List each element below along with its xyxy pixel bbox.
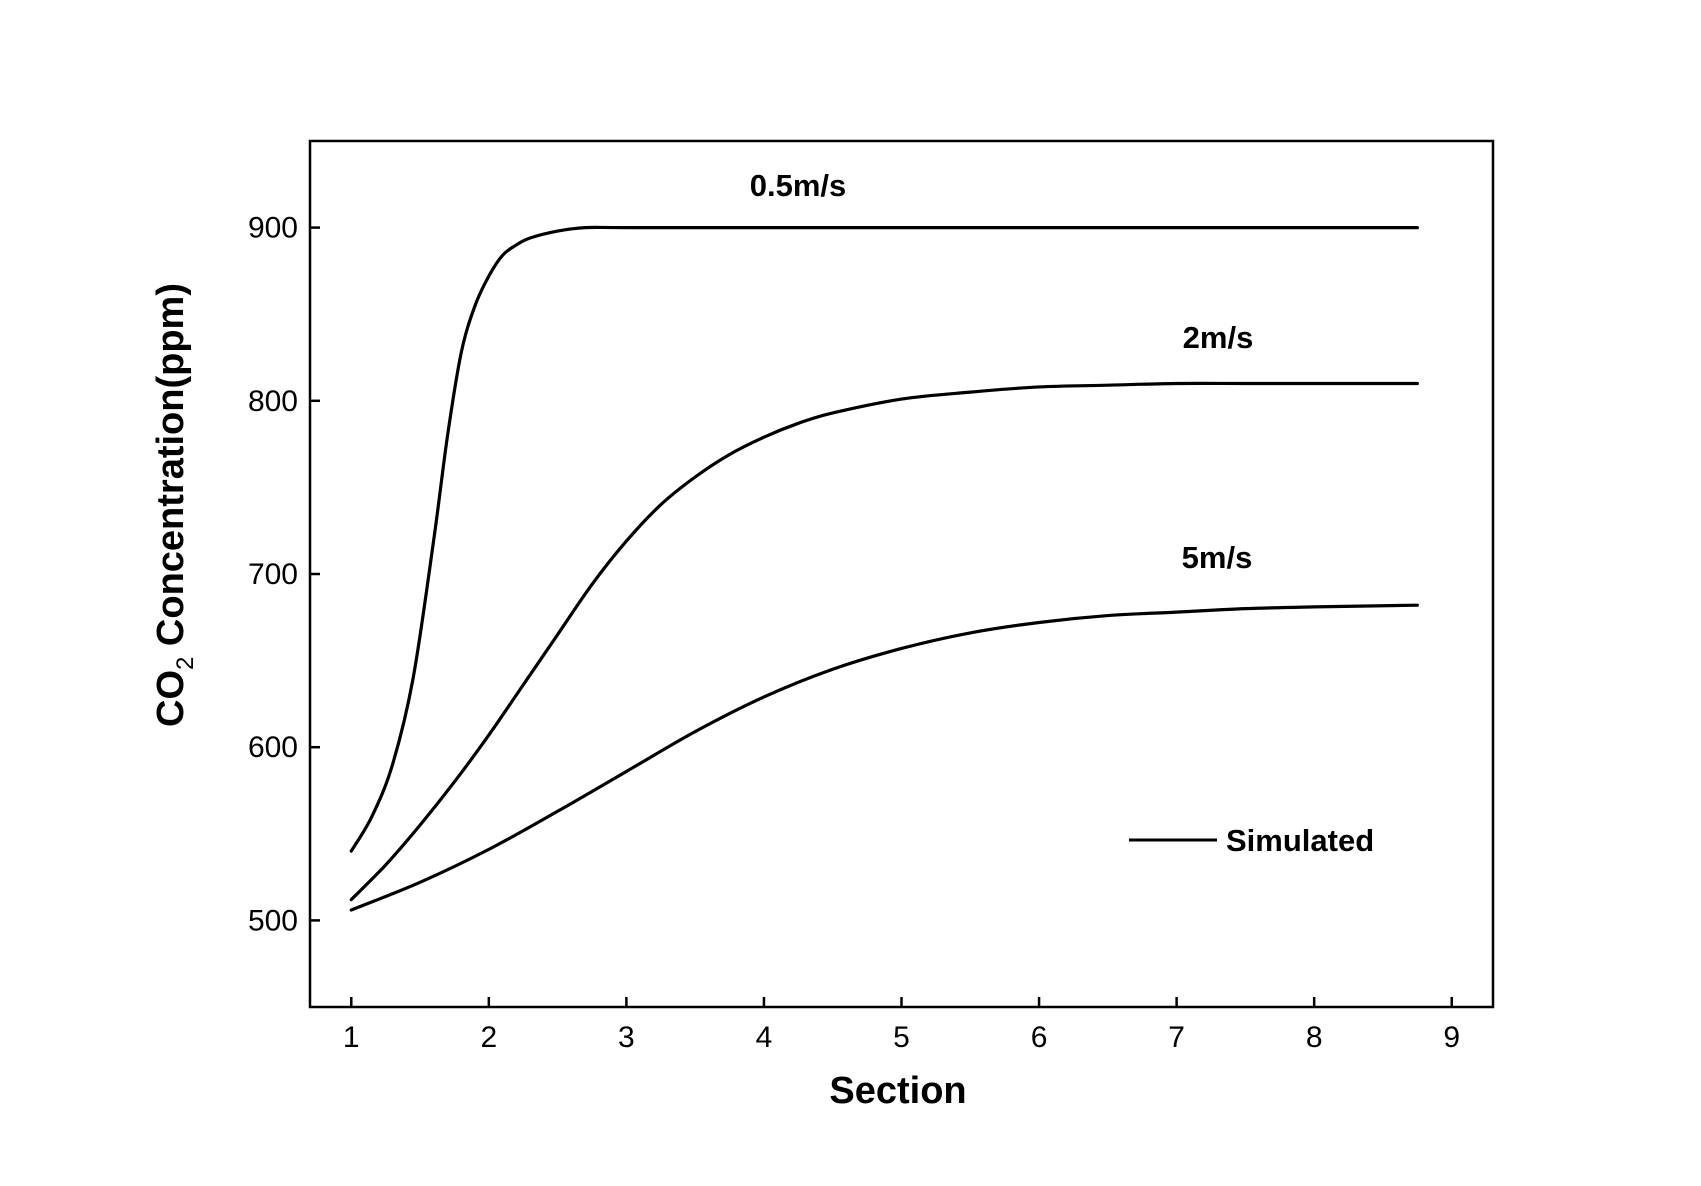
legend-label: Simulated — [1226, 823, 1374, 858]
svg-text:CO2 Concentration(ppm): CO2 Concentration(ppm) — [150, 283, 199, 727]
series-line-0 — [349, 225, 1419, 853]
x-tick-label: 2 — [480, 1021, 497, 1054]
series-line-1 — [349, 381, 1419, 902]
series-line-2 — [349, 603, 1419, 912]
x-tick-label: 7 — [1168, 1021, 1185, 1054]
legend: Simulated — [1129, 823, 1374, 858]
x-axis-ticks: 1 2 3 4 5 6 7 8 9 — [343, 997, 1460, 1054]
x-tick-label: 1 — [343, 1021, 360, 1054]
y-axis-ticks: 500 600 700 800 900 — [248, 212, 320, 937]
x-tick-label: 8 — [1306, 1021, 1323, 1054]
y-tick-label: 600 — [248, 731, 298, 764]
series-lines — [349, 225, 1419, 912]
x-tick-label: 6 — [1031, 1021, 1048, 1054]
y-axis-title-prefix: CO — [150, 670, 192, 727]
y-axis-title-suffix: Concentration(ppm) — [150, 283, 192, 657]
y-axis-title-subscript: 2 — [172, 657, 199, 670]
y-tick-label: 900 — [248, 212, 298, 245]
series-label-0: 0.5m/s — [750, 168, 847, 203]
x-tick-label: 9 — [1443, 1021, 1460, 1054]
series-label-1: 2m/s — [1183, 320, 1254, 355]
x-tick-label: 5 — [893, 1021, 910, 1054]
x-tick-label: 3 — [618, 1021, 635, 1054]
y-tick-label: 700 — [248, 558, 298, 591]
y-axis-title: CO2 Concentration(ppm) — [150, 283, 199, 727]
series-label-2: 5m/s — [1182, 540, 1253, 575]
y-tick-label: 800 — [248, 385, 298, 418]
y-tick-label: 500 — [248, 904, 298, 937]
x-axis-title: Section — [829, 1070, 966, 1112]
x-tick-label: 4 — [756, 1021, 773, 1054]
